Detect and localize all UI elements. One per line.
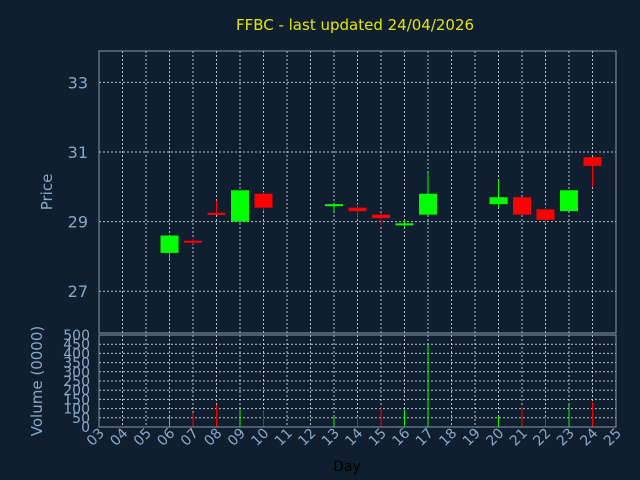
candle-body [489, 197, 508, 205]
volume-tick-label: 0 [81, 420, 90, 436]
x-axis-label: Day [333, 459, 361, 475]
price-tick-label: 29 [68, 213, 88, 232]
day-tick-label: 09 [225, 426, 249, 450]
volume-tick-label: 100 [63, 402, 90, 418]
day-tick-label: 24 [577, 425, 601, 449]
day-tick-label: 19 [460, 426, 484, 450]
volume-tick-label: 250 [63, 374, 90, 390]
volume-tick-label: 450 [63, 337, 90, 353]
day-tick-labels: 03 04 05 06 07 08 09 10 11 12 13 14 15 16 17 18 19 20 21 22… [84, 425, 625, 449]
day-tick-label: 21 [507, 426, 531, 450]
volume-tick-label: 200 [63, 383, 90, 399]
price-grid [98, 51, 617, 333]
day-tick-label: 12 [295, 426, 319, 450]
day-tick-label: 06 [154, 425, 178, 449]
candle-body [583, 157, 602, 166]
day-tick-label: 20 [483, 426, 507, 450]
day-tick-label: 13 [319, 426, 343, 450]
day-tick-label: 23 [554, 426, 578, 450]
price-tick-label: 31 [68, 143, 88, 162]
price-tick-labels: 27 29 31 33 [68, 73, 88, 301]
day-tick-label: 05 [131, 426, 155, 450]
candle-body [513, 197, 531, 215]
day-tick-label: 22 [530, 426, 554, 450]
candle-body [160, 235, 179, 253]
candle-body [325, 204, 343, 207]
volume-bars [169, 344, 593, 427]
day-tick-label: 07 [178, 426, 202, 450]
day-tick-label: 04 [107, 425, 131, 449]
day-tick-label: 25 [601, 426, 625, 450]
candle-body [254, 193, 273, 208]
day-tick-label: 18 [436, 426, 460, 450]
candles [160, 157, 602, 260]
volume-tick-label: 350 [63, 356, 90, 372]
price-tick-label: 33 [68, 73, 88, 92]
volume-tick-label: 150 [63, 392, 90, 408]
candle-body [536, 209, 555, 220]
candle-body [372, 214, 390, 219]
day-tick-label: 10 [248, 426, 272, 450]
volume-panel-frame [98, 334, 617, 428]
y-axis-label: Price [38, 174, 56, 211]
candle-body [207, 212, 226, 215]
volume-grid [98, 334, 617, 428]
day-tick-label: 08 [201, 426, 225, 450]
price-tick-label: 27 [68, 282, 88, 301]
volume-axis-label: Volume (0000) [28, 326, 46, 436]
day-tick-label: 14 [342, 425, 366, 449]
day-tick-label: 15 [366, 426, 390, 450]
day-tick-label: 16 [389, 425, 413, 449]
price-panel-frame [98, 50, 617, 334]
day-tick-label: 17 [413, 426, 437, 450]
candle-body [395, 223, 414, 226]
volume-tick-label: 500 [63, 328, 90, 344]
candle-body [419, 193, 437, 215]
volume-tick-label: 300 [63, 365, 90, 381]
candle-body [231, 190, 249, 222]
chart-title: FFBC - last updated 24/04/2026 [236, 16, 474, 34]
volume-tick-label: 50 [72, 411, 90, 427]
candle-body [560, 190, 578, 212]
day-tick-label: 11 [272, 426, 296, 450]
candle-body [348, 207, 367, 212]
candle-body [184, 240, 202, 243]
volume-tick-label: 400 [63, 346, 90, 362]
